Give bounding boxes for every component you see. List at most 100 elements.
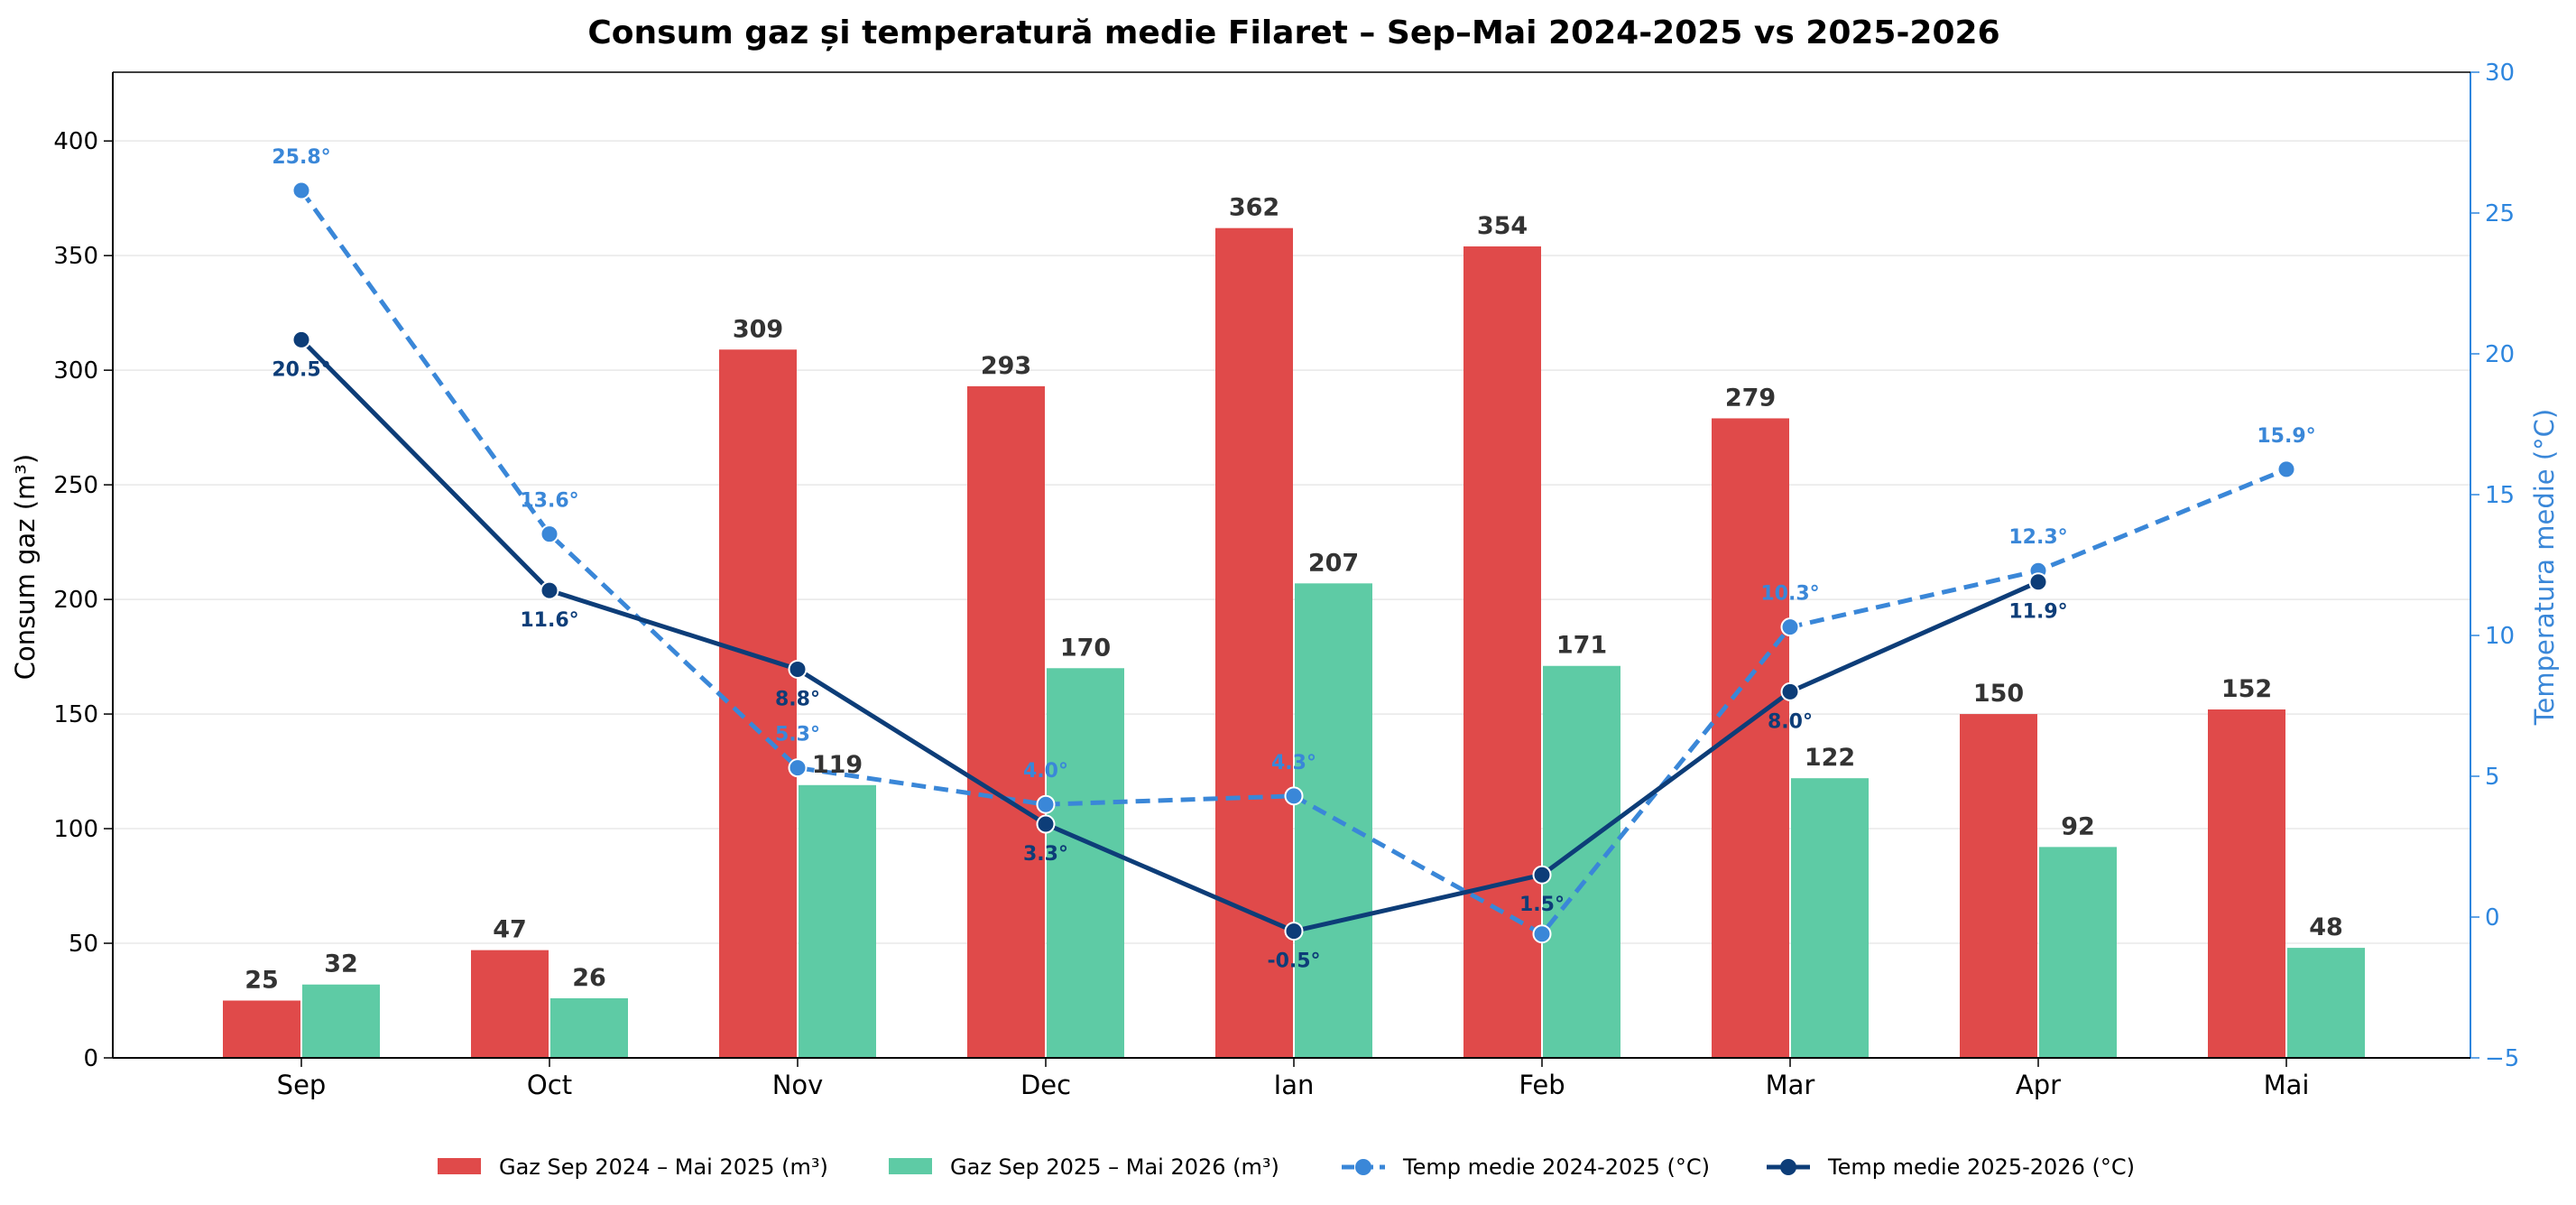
bar-value-label: 171 — [1556, 632, 1607, 660]
y-tick-label-left: 150 — [53, 701, 98, 728]
temp-point — [1780, 681, 1800, 701]
bar-value-label: 48 — [2309, 913, 2343, 941]
bar-gaz-2024-2025 — [1712, 418, 1789, 1059]
x-tick-label: Dec — [1020, 1070, 1071, 1100]
legend-label: Temp medie 2024-2025 (°C) — [1402, 1154, 1710, 1180]
bar-value-label: 92 — [2061, 812, 2095, 840]
axes-layer: 0 50 100 150 200 250 300 350 400 −5 0 5 10 15 20 25 30 Se… — [53, 60, 2519, 1100]
legend-swatch — [438, 1158, 481, 1174]
temp-value-label: 13.6° — [520, 490, 578, 513]
y-tick-label-right: 10 — [2485, 623, 2515, 650]
y-tick-label-left: 200 — [53, 587, 98, 614]
y-tick-label-left: 300 — [53, 357, 98, 385]
legend-marker — [1780, 1159, 1796, 1175]
y-tick-label-right: 5 — [2485, 764, 2500, 791]
bar-value-label: 362 — [1229, 194, 1279, 222]
bar-value-label: 25 — [245, 967, 279, 995]
bar-gaz-2024-2025 — [967, 385, 1045, 1059]
y-tick-label-right: 30 — [2485, 60, 2515, 87]
temp-point — [1284, 922, 1304, 941]
labels-layer: 25 47 309 293 362 354 279 150 152 32 26 119 170 207 17… — [245, 146, 2343, 994]
x-tick-label: Feb — [1519, 1070, 1565, 1100]
y-axis-label-left: Consum gaz (m³) — [10, 454, 41, 680]
temp-point — [540, 580, 559, 600]
temp-point — [1036, 814, 1056, 834]
bar-gaz-2025-2026 — [302, 984, 380, 1058]
x-tick-label: Sep — [277, 1070, 327, 1100]
temp-value-label: -0.5° — [1267, 950, 1320, 973]
y-tick-label-right: 15 — [2485, 482, 2515, 509]
bar-gaz-2025-2026 — [2039, 847, 2117, 1058]
temp-point — [2276, 459, 2296, 479]
legend-label: Gaz Sep 2024 – Mai 2025 (m³) — [499, 1154, 828, 1180]
temp-value-label: 4.0° — [1023, 760, 1068, 783]
x-tick-label: Ian — [1274, 1070, 1315, 1100]
temp-value-label: 8.0° — [1768, 710, 1813, 733]
x-tick-label: Mar — [1766, 1070, 1815, 1100]
temp-value-label: 12.3° — [2008, 526, 2067, 549]
bar-value-label: 26 — [572, 964, 606, 992]
bar-gaz-2024-2025 — [2208, 709, 2285, 1058]
bar-value-label: 170 — [1060, 634, 1111, 662]
legend-label: Temp medie 2025-2026 (°C) — [1827, 1154, 2135, 1180]
temp-point — [2028, 572, 2048, 592]
bar-gaz-2025-2026 — [1543, 665, 1620, 1058]
temp-point — [540, 524, 559, 544]
y-tick-label-right: 25 — [2485, 200, 2515, 227]
y-tick-label-right: −5 — [2485, 1045, 2519, 1072]
y-tick-label-left: 50 — [69, 931, 98, 958]
temp-point — [1036, 794, 1056, 814]
temp-point — [1532, 924, 1552, 944]
bar-value-label: 150 — [1973, 680, 2024, 708]
bar-gaz-2025-2026 — [799, 784, 876, 1058]
y-axis-label-right: Temperatura medie (°C) — [2529, 409, 2560, 726]
y-tick-label-right: 20 — [2485, 341, 2515, 368]
bar-value-label: 119 — [812, 751, 863, 779]
temp-value-label: 5.3° — [775, 724, 820, 746]
bar-value-label: 279 — [1725, 384, 1776, 412]
y-tick-label-left: 0 — [83, 1045, 98, 1072]
temp-line-2025-2026 — [300, 338, 2040, 934]
legend-marker — [1355, 1159, 1371, 1175]
chart-title: Consum gaz și temperatură medie Filaret … — [587, 14, 1999, 51]
temp-value-label: 15.9° — [2257, 425, 2315, 448]
bar-gaz-2025-2026 — [2287, 948, 2365, 1058]
bar-value-label: 207 — [1308, 549, 1359, 577]
legend: Gaz Sep 2024 – Mai 2025 (m³) Gaz Sep 2025… — [438, 1154, 2135, 1180]
bar-gaz-2025-2026 — [1791, 778, 1869, 1058]
temp-value-label: 8.8° — [775, 688, 820, 710]
y-tick-label-left: 250 — [53, 472, 98, 499]
temp-value-label: 4.3° — [1271, 752, 1316, 774]
legend-swatch — [889, 1158, 932, 1174]
bar-gaz-2024-2025 — [1215, 227, 1293, 1059]
temp-point — [788, 758, 808, 778]
temp-value-label: 25.8° — [272, 146, 330, 169]
temp-point — [788, 659, 808, 679]
y-tick-label-left: 100 — [53, 816, 98, 843]
temp-point — [291, 181, 311, 200]
x-tick-label: Mai — [2264, 1070, 2310, 1100]
bar-gaz-2025-2026 — [1047, 668, 1124, 1058]
temp-value-label: 11.6° — [520, 609, 578, 632]
bar-value-label: 152 — [2221, 675, 2272, 703]
x-tick-label: Nov — [772, 1070, 824, 1100]
bar-gaz-2025-2026 — [550, 997, 628, 1058]
temp-point — [1532, 865, 1552, 885]
legend-label: Gaz Sep 2025 – Mai 2026 (m³) — [950, 1154, 1279, 1180]
bar-value-label: 122 — [1805, 744, 1855, 772]
lines-layer — [291, 181, 2296, 944]
temp-point — [291, 329, 311, 349]
bar-value-label: 309 — [733, 315, 783, 343]
temp-value-label: 11.9° — [2008, 601, 2067, 624]
bar-value-label: 47 — [493, 916, 527, 944]
bar-value-label: 354 — [1477, 212, 1528, 240]
temp-point — [1284, 786, 1304, 806]
bar-gaz-2024-2025 — [1463, 246, 1541, 1058]
y-tick-label-left: 350 — [53, 243, 98, 270]
bar-gaz-2024-2025 — [1960, 714, 2037, 1058]
temp-value-label: 1.5° — [1519, 894, 1565, 916]
x-tick-label: Apr — [2016, 1070, 2061, 1100]
y-tick-label-left: 400 — [53, 128, 98, 155]
